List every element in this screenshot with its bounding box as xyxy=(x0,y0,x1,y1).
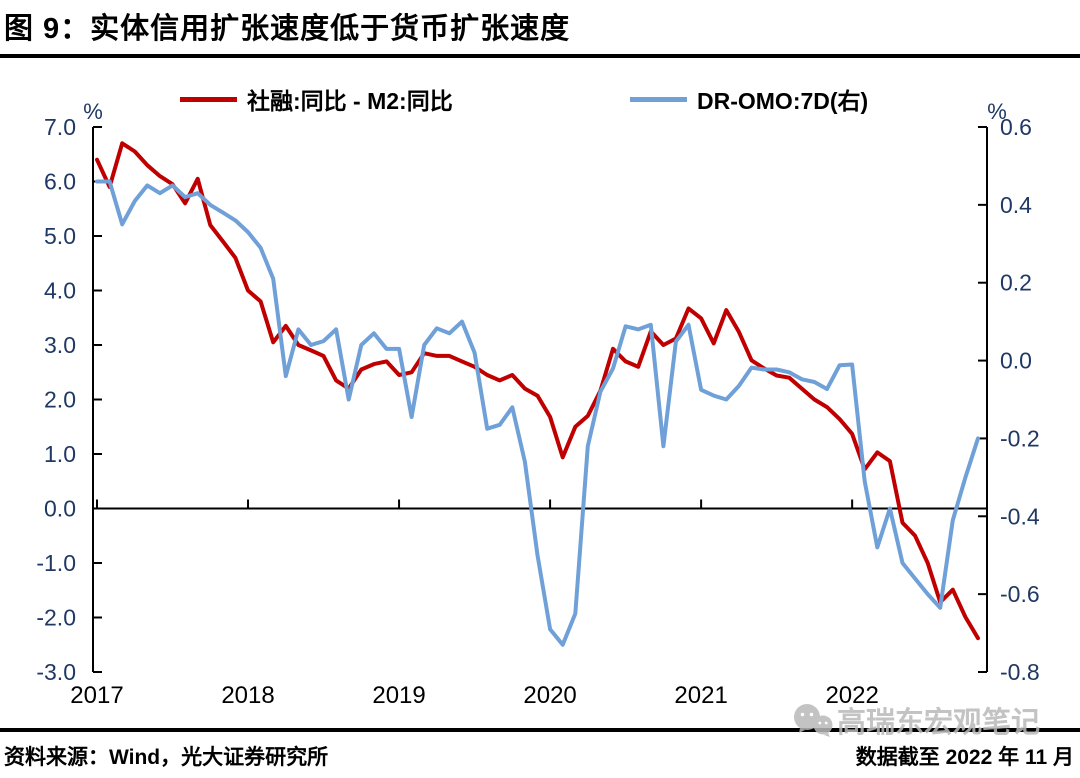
x-axis-year-label: 2020 xyxy=(523,682,576,709)
right-axis-tick-label: -0.4 xyxy=(1000,503,1040,529)
source-note: 资料来源：Wind，光大证券研究所 xyxy=(4,746,329,769)
x-axis-year-label: 2017 xyxy=(70,682,123,709)
left-axis-tick-label: 6.0 xyxy=(44,169,76,195)
wechat-logo-icon xyxy=(794,704,833,737)
legend-swatch-blue-line xyxy=(630,96,687,102)
right-axis-tick-label: 0.4 xyxy=(1000,192,1032,218)
left-axis-tick-label: 7.0 xyxy=(44,114,76,140)
left-axis-tick-label: 5.0 xyxy=(44,223,76,249)
figure-title: 图 9：实体信用扩张速度低于货币扩张速度 xyxy=(4,13,571,45)
right-axis-tick-label: -0.2 xyxy=(1000,425,1040,451)
legend-label-credit-spread: 社融:同比 - M2:同比 xyxy=(247,88,453,114)
legend-item-dr-omo: DR-OMO:7D(右) xyxy=(630,84,868,114)
legend-swatch-red-line xyxy=(180,96,237,102)
x-axis-year-label: 2018 xyxy=(221,682,274,709)
left-axis-tick-label: 0.0 xyxy=(44,496,76,522)
left-axis-unit-label: % xyxy=(83,99,103,124)
left-axis-tick-label: 2.0 xyxy=(44,387,76,413)
left-axis-tick-label: -2.0 xyxy=(36,605,76,631)
legend-label-dr-omo: DR-OMO:7D(右) xyxy=(697,88,869,114)
left-axis-tick-label: 4.0 xyxy=(44,278,76,304)
left-axis-tick-label: -3.0 xyxy=(36,659,76,685)
right-axis-tick-label: -0.6 xyxy=(1000,581,1040,607)
left-axis-tick-label: -1.0 xyxy=(36,550,76,576)
title-divider xyxy=(0,54,1080,58)
right-axis-tick-label: 0.0 xyxy=(1000,348,1032,374)
right-axis-tick-label: 0.2 xyxy=(1000,270,1032,296)
x-axis-year-label: 2019 xyxy=(372,682,425,709)
series-line-1 xyxy=(95,179,980,647)
watermark-text: 高瑞东宏观笔记 xyxy=(837,707,1041,739)
watermark: 高瑞东宏观笔记 xyxy=(792,699,1040,741)
right-axis-tick-label: -0.8 xyxy=(1000,659,1040,685)
legend-item-credit-spread: 社融:同比 - M2:同比 xyxy=(180,84,453,114)
footer-divider xyxy=(0,728,1080,732)
data-cutoff-note: 数据截至 2022 年 11 月 xyxy=(855,746,1074,769)
left-axis-tick-label: 3.0 xyxy=(44,332,76,358)
x-axis-year-label: 2021 xyxy=(674,682,727,709)
series-line-0 xyxy=(95,141,980,641)
right-axis-unit-label: % xyxy=(987,99,1007,124)
right-axis-tick-label: 0.6 xyxy=(1000,114,1032,140)
left-axis-tick-label: 1.0 xyxy=(44,441,76,467)
